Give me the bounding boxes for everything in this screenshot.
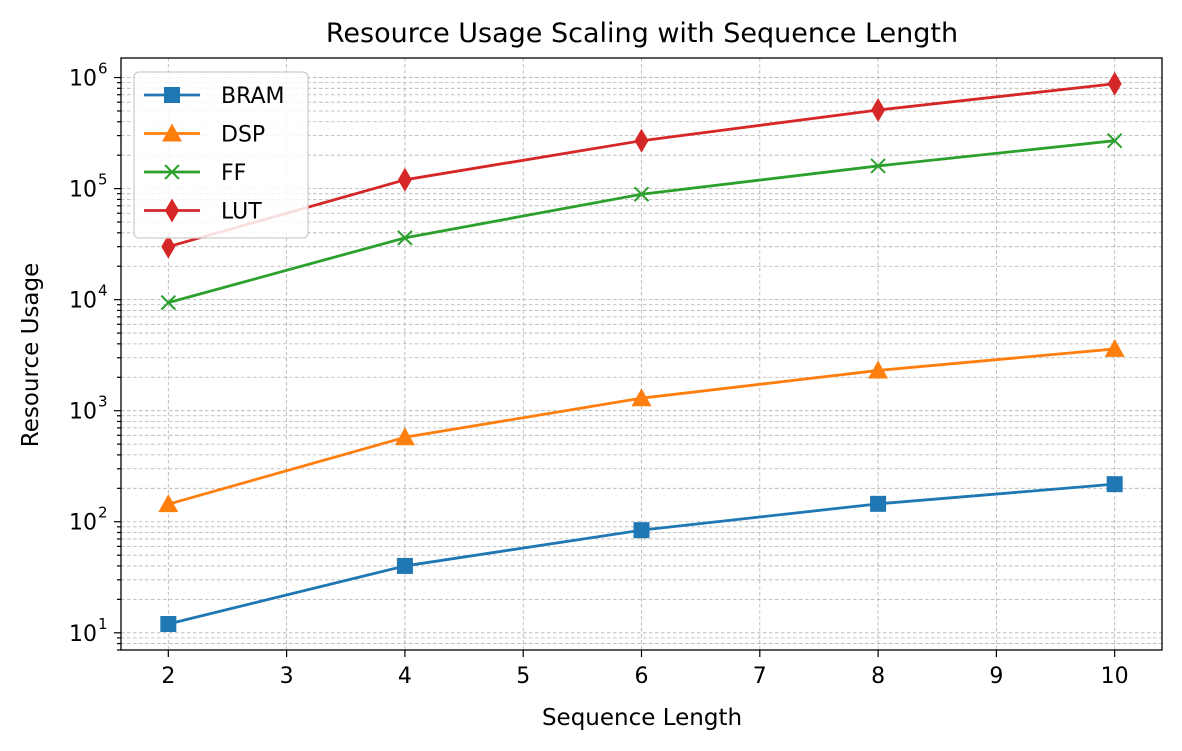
y-tick-exponent: 2 bbox=[98, 504, 108, 522]
marker-stroke bbox=[164, 164, 180, 180]
data-point-dsp bbox=[1104, 338, 1125, 357]
legend-marker bbox=[165, 198, 179, 223]
y-tick-exponent: 1 bbox=[98, 615, 108, 633]
legend-label: LUT bbox=[221, 200, 262, 225]
data-point-lut bbox=[397, 167, 412, 192]
chart-title: Resource Usage Scaling with Sequence Len… bbox=[326, 18, 958, 49]
legend-item-ff: FF bbox=[144, 161, 246, 186]
x-tick-label: 9 bbox=[989, 664, 1003, 689]
x-tick-label: 3 bbox=[280, 664, 294, 689]
y-tick-label: 10 bbox=[69, 511, 97, 536]
y-tick-label: 10 bbox=[69, 400, 97, 425]
legend-item-dsp: DSP bbox=[144, 123, 265, 148]
legend-item-bram: BRAM bbox=[144, 84, 285, 109]
legend-marker bbox=[164, 164, 180, 180]
series-bram bbox=[160, 476, 1123, 633]
y-tick-label: 10 bbox=[69, 289, 97, 314]
y-tick-label: 10 bbox=[69, 178, 97, 203]
x-tick-label: 10 bbox=[1101, 664, 1129, 689]
x-tick-label: 2 bbox=[161, 664, 175, 689]
marker-stroke bbox=[870, 158, 886, 174]
y-tick-exponent: 6 bbox=[98, 60, 108, 78]
data-point-dsp bbox=[868, 360, 889, 379]
marker-stroke bbox=[633, 186, 650, 202]
data-point-lut bbox=[871, 98, 886, 123]
y-tick-exponent: 4 bbox=[98, 282, 108, 300]
y-axis-label: Resource Usage bbox=[18, 263, 44, 447]
x-tick-label: 5 bbox=[516, 664, 530, 689]
data-point-dsp bbox=[158, 494, 179, 513]
data-point-bram bbox=[160, 616, 177, 633]
data-point-bram bbox=[1106, 476, 1123, 493]
grid bbox=[121, 58, 1162, 651]
data-point-ff bbox=[397, 230, 413, 246]
legend-label: BRAM bbox=[221, 84, 285, 109]
x-tick-label: 7 bbox=[753, 664, 767, 689]
data-point-dsp bbox=[631, 388, 652, 407]
y-tick-exponent: 3 bbox=[98, 393, 108, 411]
data-point-dsp bbox=[394, 427, 415, 446]
legend-item-lut: LUT bbox=[144, 198, 262, 225]
data-point-lut bbox=[634, 128, 649, 153]
legend-box bbox=[133, 71, 309, 239]
legend-label: FF bbox=[221, 161, 246, 186]
data-point-lut bbox=[161, 234, 176, 259]
series-dsp bbox=[158, 338, 1125, 513]
series-ff bbox=[160, 132, 1123, 311]
legend: BRAM DSP FF LUT bbox=[133, 71, 309, 239]
data-point-ff bbox=[633, 186, 650, 202]
series-layer bbox=[158, 71, 1125, 633]
x-tick-label: 8 bbox=[871, 664, 885, 689]
x-tick-label: 6 bbox=[635, 664, 649, 689]
data-point-bram bbox=[396, 557, 413, 574]
y-tick-label: 10 bbox=[69, 67, 97, 92]
legend-marker bbox=[162, 123, 182, 142]
data-point-bram bbox=[870, 495, 887, 512]
series-lut bbox=[161, 71, 1122, 259]
y-tick-label: 10 bbox=[69, 622, 97, 647]
data-point-ff bbox=[1106, 132, 1123, 149]
data-point-bram bbox=[633, 522, 650, 539]
legend-label: DSP bbox=[221, 123, 265, 148]
marker-stroke bbox=[160, 294, 177, 311]
y-tick-exponent: 5 bbox=[98, 171, 108, 189]
marker-stroke bbox=[397, 230, 413, 246]
data-point-lut bbox=[1107, 71, 1122, 96]
x-tick-label: 4 bbox=[398, 664, 412, 689]
data-point-ff bbox=[870, 158, 886, 174]
legend-marker bbox=[164, 87, 180, 103]
marker-stroke bbox=[1106, 132, 1123, 149]
x-axis-label: Sequence Length bbox=[542, 705, 742, 731]
data-point-ff bbox=[160, 294, 177, 311]
